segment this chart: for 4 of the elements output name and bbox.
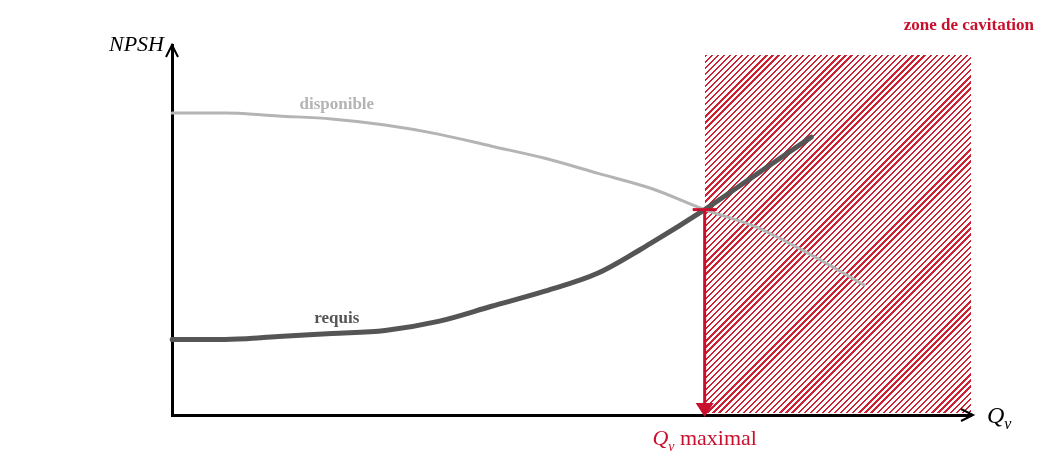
y-axis-title: NPSH	[108, 31, 166, 56]
series-label: disponible	[299, 94, 375, 113]
text: zone de cavitation	[903, 15, 1035, 34]
series-label: requis	[314, 308, 360, 328]
